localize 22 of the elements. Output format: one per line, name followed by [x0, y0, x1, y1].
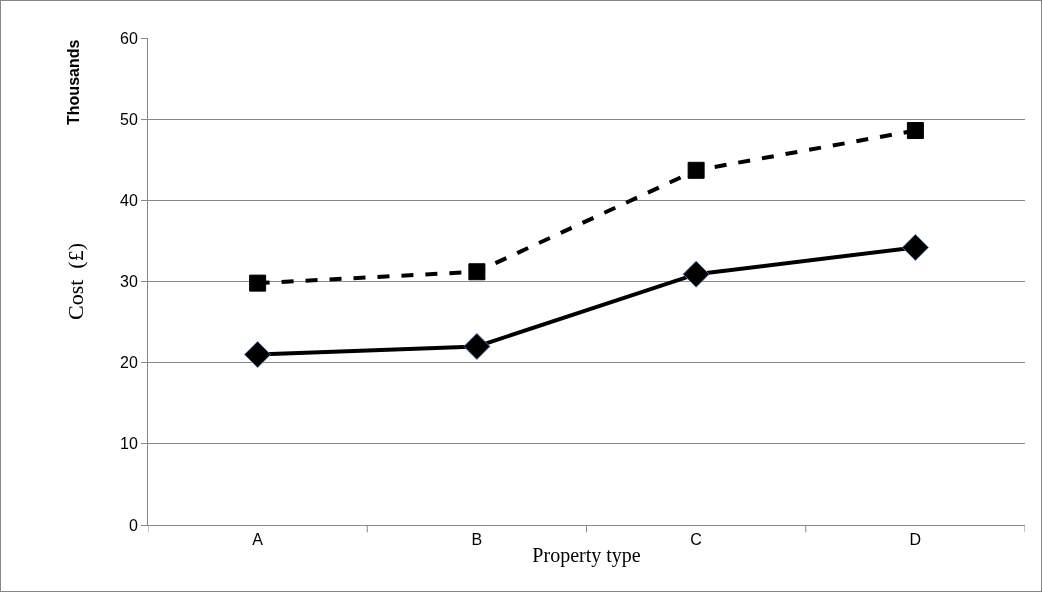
y-tick-label: 60: [120, 29, 138, 47]
point: [901, 233, 929, 261]
y-tick-label: 30: [120, 273, 138, 291]
point: [906, 122, 924, 140]
point: [687, 161, 705, 179]
text: Thousands: [64, 39, 82, 125]
x-tick-label: D: [909, 531, 922, 549]
y-tick-label: 0: [128, 516, 138, 534]
point: [682, 260, 710, 288]
x-tick-label: B: [471, 531, 483, 549]
point: [249, 274, 267, 292]
y-tick-label: 50: [120, 110, 138, 128]
point: [468, 263, 486, 281]
y-tick-label: 10: [120, 435, 138, 453]
point: [244, 341, 272, 369]
x-tick-label: C: [690, 531, 702, 549]
point: [463, 332, 491, 360]
x-tick-label: A: [252, 531, 264, 549]
y-tick-label: 40: [120, 191, 138, 209]
y-tick-label: 20: [120, 354, 138, 372]
x-axis-title: Property type: [532, 543, 641, 567]
y-axis-title: Cost (£): [62, 243, 88, 320]
